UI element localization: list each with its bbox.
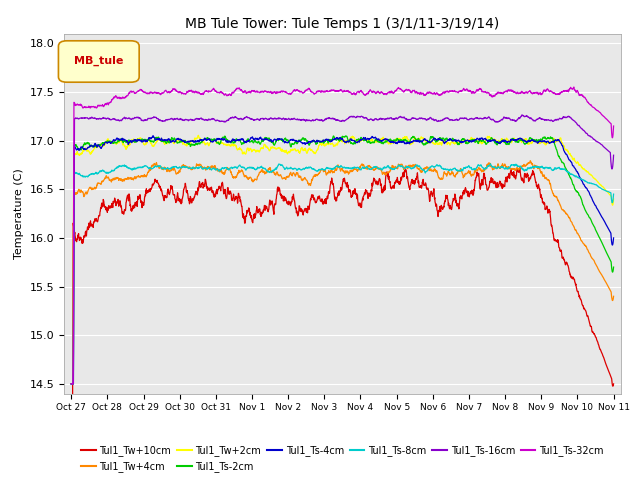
Tul1_Ts-32cm xyxy=(331,88,339,94)
Tul1_Ts-4cm xyxy=(95,143,103,149)
Tul1_Ts-2cm xyxy=(610,264,618,270)
Tul1_Ts-2cm xyxy=(495,140,502,146)
Line: Tul1_Ts-16cm: Tul1_Ts-16cm xyxy=(71,115,614,384)
Tul1_Ts-8cm xyxy=(317,167,324,173)
Line: Tul1_Ts-8cm: Tul1_Ts-8cm xyxy=(71,164,614,384)
Tul1_Ts-32cm xyxy=(317,89,324,95)
Tul1_Ts-16cm xyxy=(518,112,525,118)
Tul1_Ts-32cm xyxy=(594,108,602,113)
Tul1_Ts-32cm xyxy=(610,123,618,129)
Tul1_Ts-2cm xyxy=(595,232,602,238)
Tul1_Ts-16cm xyxy=(331,116,339,121)
Tul1_Ts-4cm xyxy=(149,133,157,139)
Tul1_Ts-32cm xyxy=(67,381,75,387)
Tul1_Tw+4cm xyxy=(595,266,602,272)
Tul1_Tw+4cm xyxy=(331,167,339,173)
Line: Tul1_Ts-32cm: Tul1_Ts-32cm xyxy=(71,87,614,384)
Tul1_Ts-8cm xyxy=(594,183,602,189)
Line: Tul1_Tw+2cm: Tul1_Tw+2cm xyxy=(71,135,614,384)
Line: Tul1_Ts-4cm: Tul1_Ts-4cm xyxy=(71,136,614,384)
Tul1_Ts-16cm xyxy=(67,381,75,387)
Tul1_Ts-8cm xyxy=(610,191,618,197)
Tul1_Tw+4cm xyxy=(495,162,502,168)
Tul1_Ts-4cm xyxy=(610,235,618,241)
Tul1_Ts-8cm xyxy=(486,161,494,167)
Tul1_Ts-8cm xyxy=(95,170,103,176)
Tul1_Ts-16cm xyxy=(495,119,502,125)
Tul1_Tw+4cm xyxy=(610,293,618,299)
Tul1_Ts-4cm xyxy=(594,207,602,213)
Tul1_Tw+10cm xyxy=(610,381,618,387)
Tul1_Ts-16cm xyxy=(594,139,602,145)
Tul1_Tw+2cm xyxy=(595,180,602,185)
Tul1_Tw+10cm xyxy=(331,195,339,201)
Tul1_Ts-8cm xyxy=(331,165,339,171)
Tul1_Ts-2cm xyxy=(342,133,349,139)
Tul1_Ts-2cm xyxy=(331,135,339,141)
Tul1_Ts-16cm xyxy=(595,139,602,145)
Tul1_Tw+10cm xyxy=(495,182,502,188)
Tul1_Tw+4cm xyxy=(95,180,103,186)
Tul1_Tw+2cm xyxy=(610,196,618,202)
Tul1_Tw+2cm xyxy=(95,142,103,148)
Tul1_Ts-32cm xyxy=(570,84,578,90)
Line: Tul1_Tw+4cm: Tul1_Tw+4cm xyxy=(71,161,614,384)
Tul1_Ts-4cm xyxy=(495,140,502,146)
Tul1_Ts-4cm xyxy=(317,139,324,144)
Tul1_Ts-16cm xyxy=(317,118,324,123)
Tul1_Tw+4cm xyxy=(527,158,534,164)
Tul1_Tw+10cm xyxy=(595,341,602,347)
Tul1_Ts-2cm xyxy=(317,139,324,145)
Tul1_Ts-16cm xyxy=(610,152,618,158)
Text: MB_tule: MB_tule xyxy=(74,56,124,66)
Tul1_Ts-16cm xyxy=(95,116,103,122)
Tul1_Tw+2cm xyxy=(594,179,602,185)
FancyBboxPatch shape xyxy=(58,41,139,82)
Title: MB Tule Tower: Tule Temps 1 (3/1/11-3/19/14): MB Tule Tower: Tule Temps 1 (3/1/11-3/19… xyxy=(185,17,500,31)
Tul1_Ts-4cm xyxy=(332,136,339,142)
Tul1_Tw+4cm xyxy=(594,265,602,271)
Line: Tul1_Tw+10cm: Tul1_Tw+10cm xyxy=(71,168,614,403)
Tul1_Ts-32cm xyxy=(595,108,602,114)
Y-axis label: Temperature (C): Temperature (C) xyxy=(14,168,24,259)
Tul1_Ts-2cm xyxy=(95,142,103,148)
Tul1_Tw+2cm xyxy=(495,138,502,144)
Tul1_Ts-32cm xyxy=(95,103,103,108)
Tul1_Ts-8cm xyxy=(495,164,502,170)
Tul1_Tw+10cm xyxy=(594,339,602,345)
Tul1_Ts-4cm xyxy=(67,381,75,387)
Tul1_Ts-2cm xyxy=(67,381,75,387)
Tul1_Tw+10cm xyxy=(317,198,324,204)
Tul1_Tw+4cm xyxy=(67,381,75,387)
Tul1_Tw+10cm xyxy=(95,213,103,218)
Tul1_Tw+2cm xyxy=(67,381,75,387)
Tul1_Tw+2cm xyxy=(195,132,202,138)
Tul1_Ts-8cm xyxy=(595,183,602,189)
Legend: Tul1_Tw+10cm, Tul1_Tw+4cm, Tul1_Tw+2cm, Tul1_Ts-2cm, Tul1_Ts-4cm, Tul1_Ts-8cm, T: Tul1_Tw+10cm, Tul1_Tw+4cm, Tul1_Tw+2cm, … xyxy=(77,442,608,476)
Tul1_Tw+2cm xyxy=(317,141,324,147)
Tul1_Tw+10cm xyxy=(67,400,75,406)
Line: Tul1_Ts-2cm: Tul1_Ts-2cm xyxy=(71,136,614,384)
Tul1_Ts-2cm xyxy=(594,231,602,237)
Tul1_Ts-8cm xyxy=(67,381,75,387)
Tul1_Ts-4cm xyxy=(595,207,602,213)
Tul1_Tw+2cm xyxy=(332,143,339,149)
Tul1_Tw+10cm xyxy=(516,165,524,170)
Tul1_Ts-32cm xyxy=(495,89,502,95)
Tul1_Tw+4cm xyxy=(317,168,324,173)
